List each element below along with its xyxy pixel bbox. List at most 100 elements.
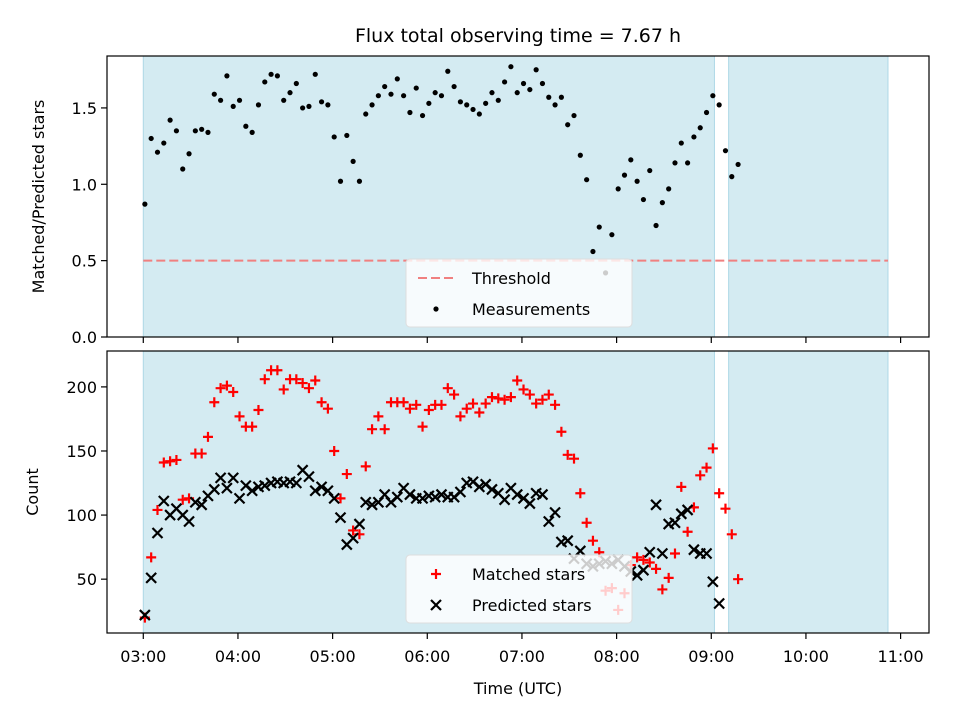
- measurement-point: [678, 140, 684, 146]
- matched-point: [569, 453, 580, 464]
- x-tick-label: 11:00: [878, 647, 924, 666]
- measurement-point: [735, 161, 741, 168]
- matched-point: [499, 394, 510, 405]
- measurement-point: [154, 149, 161, 155]
- measurement-point: [710, 93, 716, 99]
- measurement-point: [426, 100, 432, 106]
- x-tick-label: 04:00: [215, 647, 261, 666]
- predicted-point: [498, 493, 511, 506]
- legend-box: [405, 554, 633, 624]
- measurement-point: [325, 102, 331, 108]
- x-tick-label: 07:00: [499, 647, 545, 666]
- matched-point: [417, 421, 428, 432]
- predicted-point: [309, 484, 322, 497]
- measurement-point: [413, 85, 419, 91]
- matched-point: [461, 403, 472, 414]
- chart-title: Flux total observing time = 7.67 h: [355, 25, 681, 47]
- measurement-point: [438, 93, 445, 99]
- measurement-point: [615, 186, 621, 192]
- measurement-point: [312, 71, 318, 77]
- measurement-point: [546, 94, 552, 100]
- measurement-point: [552, 102, 558, 108]
- predicted-point: [473, 481, 486, 493]
- measurement-point: [350, 158, 356, 164]
- predicted-point: [549, 506, 561, 519]
- measurement-point: [243, 123, 249, 129]
- matched-point: [234, 411, 245, 422]
- y-tick-label: 50: [77, 570, 97, 589]
- matched-point: [196, 448, 207, 459]
- matched-point: [209, 397, 220, 408]
- matched-point: [638, 554, 649, 565]
- measurement-point: [401, 93, 407, 99]
- predicted-point: [486, 483, 498, 496]
- predicted-point: [214, 472, 227, 484]
- matched-point: [303, 383, 314, 394]
- measurement-point: [508, 64, 514, 70]
- legend-measurement-swatch: [433, 306, 439, 312]
- matched-point: [512, 375, 523, 386]
- measurement-point: [344, 132, 350, 139]
- predicted-point: [315, 481, 328, 493]
- measurement-point: [186, 151, 192, 157]
- matched-point: [341, 469, 352, 480]
- measurement-point: [697, 125, 703, 131]
- matched-point: [367, 424, 378, 435]
- predicted-point: [151, 527, 164, 539]
- legend-label: Matched stars: [472, 565, 585, 584]
- measurement-point: [249, 129, 255, 135]
- measurement-point: [142, 201, 148, 207]
- legend-bottom: Matched stars Predicted stars: [405, 554, 633, 624]
- matched-point: [335, 493, 346, 504]
- matched-point: [701, 462, 712, 473]
- measurement-point: [217, 97, 224, 103]
- measurement-point: [432, 90, 438, 96]
- measurement-point: [514, 90, 520, 96]
- predicted-point: [246, 484, 258, 497]
- predicted-point: [208, 483, 221, 496]
- matched-point: [152, 504, 163, 515]
- predicted-point: [656, 547, 669, 560]
- measurement-point: [647, 167, 653, 174]
- predicted-point: [158, 495, 170, 507]
- matched-point: [657, 584, 668, 595]
- matched-point: [215, 383, 226, 394]
- matched-point: [436, 399, 447, 410]
- measurement-point: [281, 97, 287, 103]
- legend-top: Threshold Measurements: [405, 258, 633, 328]
- matched-point: [379, 424, 390, 435]
- predicted-point: [183, 515, 195, 528]
- measurement-point: [180, 166, 186, 172]
- observing-window-2: [728, 350, 889, 634]
- matched-point: [474, 407, 485, 418]
- series-predicted-stars: [139, 464, 725, 621]
- measurement-point: [375, 93, 381, 99]
- measurement-point: [337, 178, 344, 184]
- matched-point: [202, 431, 213, 442]
- matched-point: [518, 384, 529, 395]
- matched-point: [322, 403, 333, 414]
- x-tick-label: 08:00: [594, 647, 640, 666]
- axes-frame: [106, 350, 930, 634]
- measurement-point: [419, 112, 426, 119]
- x-tick-label: 06:00: [404, 647, 450, 666]
- measurement-point: [691, 134, 697, 140]
- x-tick-label: 05:00: [310, 647, 356, 666]
- matched-point: [221, 380, 232, 391]
- measurement-point: [470, 106, 476, 113]
- matched-point: [556, 426, 567, 437]
- measurement-point: [489, 90, 495, 96]
- legend-matched-swatch: [431, 569, 441, 579]
- predicted-point: [429, 491, 441, 503]
- predicted-point: [713, 597, 725, 610]
- matched-point: [486, 392, 497, 403]
- matched-point: [682, 526, 693, 537]
- measurement-point: [520, 80, 527, 87]
- measurement-point: [369, 102, 375, 108]
- measurement-point: [161, 140, 167, 146]
- top-panel: 0.0 0.5 1.0 1.5 Threshold Measurements: [72, 55, 930, 347]
- measurement-point: [527, 86, 533, 93]
- measurement-point: [653, 222, 659, 229]
- x-tick-label: 09:00: [688, 647, 734, 666]
